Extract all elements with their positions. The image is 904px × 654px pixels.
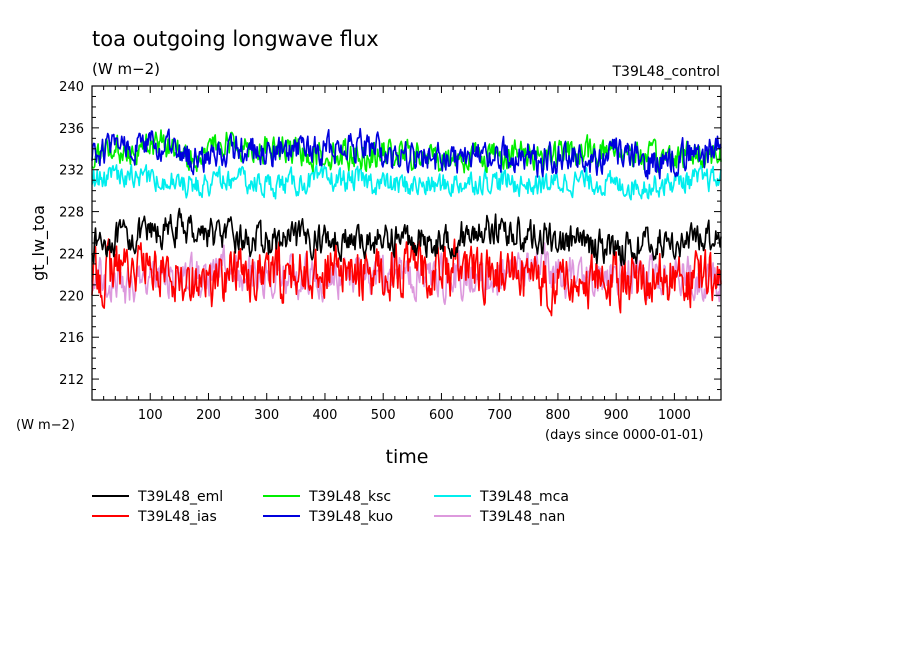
y-tick-label: 228 [59, 206, 84, 221]
x-tick-label: 900 [604, 408, 629, 423]
x-tick-label: 600 [429, 408, 454, 423]
series-line-T39L48_eml [91, 207, 722, 267]
y-tick-label: 232 [59, 164, 84, 179]
y-tick-label: 240 [59, 80, 84, 95]
x-axis: 100 200 300 400 500 600 700 800 900 1000 [91, 86, 722, 423]
x-tick-label: 700 [487, 408, 512, 423]
x-tick-label: 1000 [658, 408, 691, 423]
series-line-T39L48_mca [91, 163, 722, 201]
series-line-T39L48_kuo [91, 127, 722, 180]
legend-label: T39L48_eml [137, 489, 223, 505]
y-tick-label: 220 [59, 289, 84, 304]
legend-label: T39L48_mca [479, 489, 569, 505]
x-tick-label: 800 [546, 408, 571, 423]
x-tick-label: 100 [138, 408, 163, 423]
legend-label: T39L48_ksc [308, 489, 391, 505]
run-label: T39L48_control [611, 64, 720, 80]
x-tick-label: 200 [196, 408, 221, 423]
y-axis-units: (W m−2) [16, 418, 75, 433]
y-axis-label: gt_lw_toa [29, 205, 49, 281]
plot-area [91, 127, 722, 317]
y-tick-label: 224 [59, 247, 84, 262]
y-tick-label: 212 [59, 373, 84, 388]
chart-units: (W m−2) [92, 60, 160, 78]
y-tick-label: 236 [59, 122, 84, 137]
x-axis-label: time [386, 446, 429, 468]
series-line-T39L48_ias [91, 238, 722, 317]
chart-title: toa outgoing longwave flux [92, 27, 379, 51]
x-tick-label: 300 [254, 408, 279, 423]
y-tick-label: 216 [59, 331, 84, 346]
legend-label: T39L48_nan [479, 509, 565, 525]
legend: T39L48_eml T39L48_ias T39L48_ksc T39L48_kuo… [92, 489, 569, 525]
legend-label: T39L48_kuo [308, 509, 393, 525]
x-tick-label: 500 [371, 408, 396, 423]
y-axis: 212 216 220 224 228 232 236 240 [59, 80, 721, 401]
x-tick-label: 400 [313, 408, 338, 423]
legend-label: T39L48_ias [137, 509, 217, 525]
x-units: (days since 0000-01-01) [545, 428, 703, 443]
